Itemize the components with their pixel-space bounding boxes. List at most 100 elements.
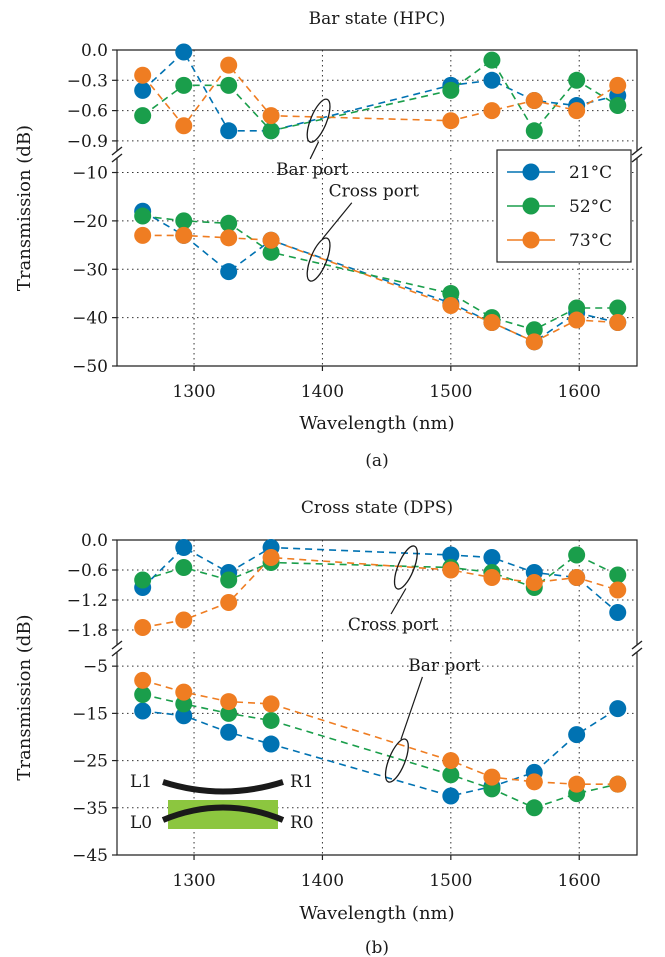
data-point	[442, 787, 460, 805]
data-point	[175, 212, 193, 230]
data-point	[568, 299, 586, 317]
axis-break-mark	[631, 146, 643, 156]
data-point	[134, 81, 152, 99]
data-point	[220, 263, 238, 281]
data-point	[134, 702, 152, 720]
x-tick-label: 1600	[558, 382, 601, 402]
data-point	[175, 117, 193, 135]
x-tick-label: 1400	[301, 871, 344, 891]
legend-entry: 21°C	[569, 163, 612, 183]
data-point	[442, 766, 460, 784]
data-point	[134, 619, 152, 636]
series-line-upper	[142, 556, 618, 629]
waveguide-bottom	[161, 804, 285, 823]
series-line-lower	[142, 215, 618, 331]
data-point	[175, 226, 193, 244]
y-axis-label: Transmission (dB)	[14, 614, 35, 780]
data-point	[609, 313, 627, 331]
legend-swatch-marker	[522, 197, 540, 215]
annotation-0: Bar port	[276, 98, 348, 180]
x-tick-label: 1300	[172, 382, 215, 402]
data-point	[483, 51, 501, 69]
x-tick-label: 1600	[558, 871, 601, 891]
legend-swatch-marker	[522, 163, 540, 181]
series-line-lower	[142, 679, 618, 786]
data-point	[262, 122, 280, 140]
data-point	[134, 66, 152, 84]
data-point	[220, 76, 238, 94]
axis-break-mark	[111, 146, 123, 156]
data-point	[609, 566, 627, 584]
y-tick-label: −5	[83, 657, 108, 677]
inset-label-l0: L0	[130, 813, 152, 833]
data-point	[175, 611, 193, 629]
data-point	[442, 81, 460, 99]
y-tick-label: −15	[72, 704, 108, 724]
lower-axes-frame	[116, 158, 638, 367]
data-point	[525, 574, 543, 591]
data-point	[220, 704, 238, 722]
coupler-inset: L1 R1 L0 R0	[130, 772, 314, 833]
upper-axes-frame	[116, 49, 638, 151]
y-tick-label: −50	[72, 357, 108, 377]
data-point	[568, 311, 586, 329]
annotation-leader	[309, 141, 320, 160]
data-point	[134, 571, 152, 589]
series-52	[134, 51, 627, 339]
data-point	[442, 561, 460, 579]
inset-label-l1: L1	[130, 772, 152, 792]
data-point	[483, 780, 501, 798]
data-point	[175, 559, 193, 576]
data-point	[483, 768, 501, 786]
data-point	[134, 671, 152, 689]
data-point	[442, 546, 460, 564]
axis-break-mark	[111, 647, 123, 657]
legend-entry: 73°C	[569, 231, 612, 251]
annotation-ellipse	[306, 98, 331, 143]
data-point	[568, 775, 586, 793]
data-point	[262, 735, 280, 753]
axis-break-mark	[111, 153, 123, 163]
axis-break-mark	[631, 640, 643, 650]
data-point	[568, 726, 586, 744]
data-point	[525, 122, 543, 140]
data-point	[175, 683, 193, 701]
x-axis-label: Wavelength (nm)	[299, 413, 454, 434]
data-point	[262, 695, 280, 713]
data-point	[568, 71, 586, 89]
series-21	[134, 539, 627, 805]
x-tick-label: 1500	[429, 382, 472, 402]
waveguide-top	[162, 779, 284, 795]
data-point	[262, 711, 280, 729]
series-73	[134, 549, 627, 793]
data-point	[220, 723, 238, 741]
axis-break-mark	[631, 153, 643, 163]
series-line-upper	[142, 554, 619, 589]
annotation-label: Cross port	[348, 615, 438, 635]
y-tick-label: −25	[72, 752, 108, 772]
panel-a: Bar state (HPC) 0.0 −0.3 −0.6 −0.9 −10 −20 −30 −…	[14, 9, 643, 471]
y-tick-label: 0.0	[81, 41, 108, 61]
data-point	[483, 569, 501, 586]
data-point	[134, 107, 152, 125]
data-point	[568, 546, 586, 564]
inset-label-r0: R0	[290, 813, 314, 833]
annotation-label: Cross port	[329, 182, 419, 202]
data-point	[220, 693, 238, 711]
data-point	[442, 752, 460, 770]
y-tick-label: −10	[72, 164, 108, 184]
annotation-label: Bar port	[276, 160, 348, 180]
data-point	[220, 571, 238, 589]
y-tick-label: −40	[72, 309, 108, 329]
series-line-upper	[142, 58, 619, 133]
data-point	[262, 549, 280, 566]
chart-title: Cross state (DPS)	[301, 498, 453, 518]
data-point	[175, 539, 193, 556]
x-tick-label: 1500	[429, 871, 472, 891]
chart-title: Bar state (HPC)	[309, 9, 446, 29]
y-tick-label: −1.8	[67, 621, 108, 641]
y-tick-label: −0.3	[67, 71, 108, 91]
data-point	[609, 700, 627, 718]
data-point	[175, 707, 193, 725]
data-point	[525, 92, 543, 109]
